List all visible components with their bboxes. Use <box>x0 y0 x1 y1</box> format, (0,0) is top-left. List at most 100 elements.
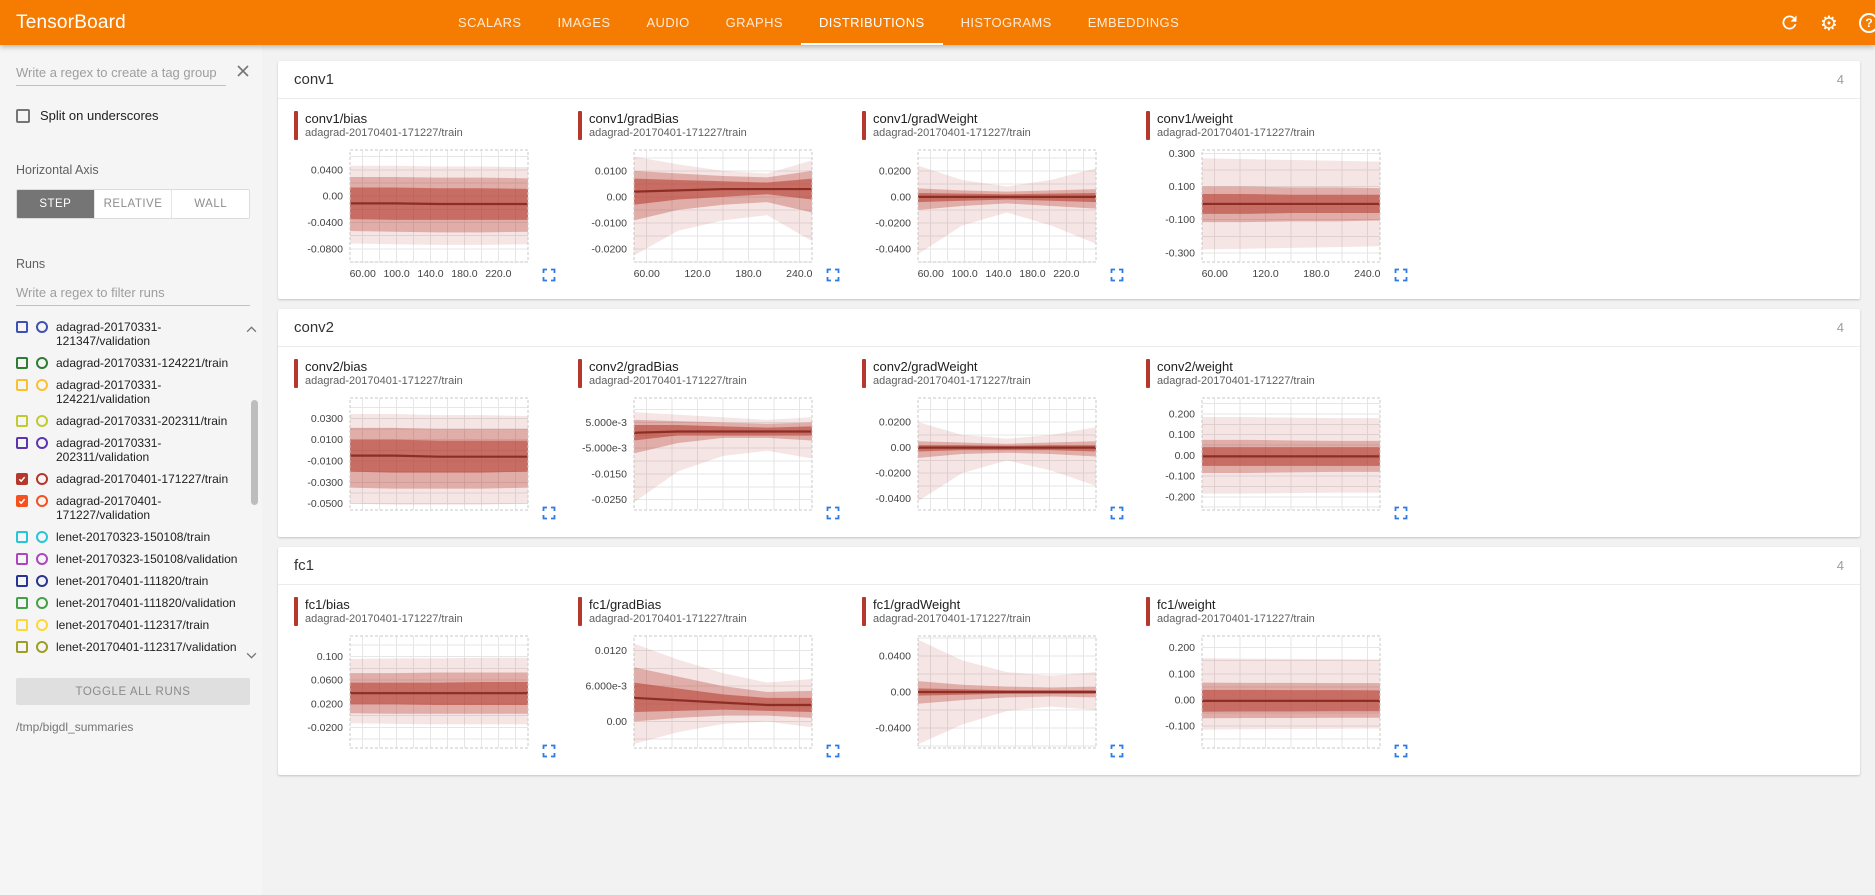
axis-mode-relative[interactable]: RELATIVE <box>94 190 173 218</box>
chart-title-block: fc1/weight adagrad-20170401-171227/train <box>1146 597 1416 626</box>
run-color-bar <box>1146 597 1150 626</box>
run-radio[interactable] <box>36 437 48 449</box>
scroll-down-icon[interactable] <box>246 646 257 664</box>
svg-text:180.0: 180.0 <box>735 268 761 280</box>
charts-row: fc1/bias adagrad-20170401-171227/train 0.1… <box>278 585 1860 775</box>
run-checkbox[interactable] <box>16 437 28 449</box>
run-checkbox[interactable] <box>16 575 28 587</box>
distribution-plot: 5.000e-3 -5.000e-3 -0.0150 -0.0250 <box>582 397 813 511</box>
chart-title-block: conv2/bias adagrad-20170401-171227/train <box>294 359 564 388</box>
expand-chart-button[interactable] <box>1392 742 1410 763</box>
chart-title: conv1/bias <box>305 111 368 126</box>
run-checkbox[interactable] <box>16 379 28 391</box>
run-checkbox[interactable] <box>16 357 28 369</box>
svg-text:0.200: 0.200 <box>1169 642 1195 654</box>
tab-graphs[interactable]: GRAPHS <box>725 15 783 30</box>
svg-text:-5.000e-3: -5.000e-3 <box>582 443 627 455</box>
run-label: adagrad-20170401-171227/validation <box>56 494 162 522</box>
run-checkbox[interactable] <box>16 531 28 543</box>
run-color-bar <box>1146 359 1150 388</box>
expand-chart-button[interactable] <box>824 504 842 525</box>
run-radio[interactable] <box>36 357 48 369</box>
expand-chart-button[interactable] <box>824 742 842 763</box>
section-header[interactable]: conv1 4 <box>278 61 1860 99</box>
section-header[interactable]: fc1 4 <box>278 547 1860 585</box>
chart-title: conv1/weight <box>1157 111 1233 126</box>
runs-scrollbar-thumb[interactable] <box>251 400 258 505</box>
chart-title: conv1/gradBias <box>589 111 679 126</box>
chart-title: fc1/gradBias <box>589 597 662 612</box>
split-underscores-row[interactable]: Split on underscores <box>16 108 252 123</box>
section-card-conv1: conv1 4 conv1/bias adagrad-20170401-171227/… <box>278 61 1860 299</box>
svg-text:-0.0200: -0.0200 <box>875 217 911 229</box>
run-radio[interactable] <box>36 619 48 631</box>
expand-chart-button[interactable] <box>540 504 558 525</box>
run-checkbox[interactable] <box>16 321 28 333</box>
tag-group-regex-input[interactable] <box>16 59 226 86</box>
runs-filter-input[interactable] <box>16 279 250 306</box>
chart-run-label: adagrad-20170401-171227/train <box>1157 127 1315 139</box>
expand-chart-button[interactable] <box>1392 504 1410 525</box>
chart-card: conv2/gradBias adagrad-20170401-171227/tr… <box>578 359 848 525</box>
axis-mode-step[interactable]: STEP <box>17 190 95 218</box>
tab-scalars[interactable]: SCALARS <box>458 15 522 30</box>
run-checkbox[interactable] <box>16 473 28 485</box>
axis-mode-wall[interactable]: WALL <box>172 190 249 218</box>
close-icon[interactable] <box>234 62 252 83</box>
run-checkbox[interactable] <box>16 619 28 631</box>
expand-chart-button[interactable] <box>540 266 558 287</box>
chart-title-block: fc1/gradWeight adagrad-20170401-171227/tr… <box>862 597 1132 626</box>
expand-chart-button[interactable] <box>1392 266 1410 287</box>
run-radio[interactable] <box>36 597 48 609</box>
run-checkbox[interactable] <box>16 597 28 609</box>
svg-text:-0.0200: -0.0200 <box>591 243 627 255</box>
tab-embeddings[interactable]: EMBEDDINGS <box>1087 15 1180 30</box>
checkbox-icon[interactable] <box>16 108 30 123</box>
svg-text:-0.0400: -0.0400 <box>875 243 911 255</box>
help-icon[interactable]: ? <box>1856 10 1875 36</box>
run-radio[interactable] <box>36 473 48 485</box>
run-radio[interactable] <box>36 321 48 333</box>
run-checkbox[interactable] <box>16 553 28 565</box>
expand-chart-button[interactable] <box>1108 504 1126 525</box>
run-radio[interactable] <box>36 553 48 565</box>
svg-text:0.0200: 0.0200 <box>311 698 343 710</box>
chart-run-label: adagrad-20170401-171227/train <box>1157 375 1315 387</box>
settings-gear-icon[interactable]: ⚙ <box>1816 10 1842 36</box>
run-radio[interactable] <box>36 495 48 507</box>
run-radio[interactable] <box>36 379 48 391</box>
run-color-bar <box>578 359 582 388</box>
section-title: conv2 <box>294 319 335 336</box>
run-label: adagrad-20170331-202311/train <box>56 414 228 428</box>
svg-text:-0.0400: -0.0400 <box>307 217 343 229</box>
run-row: lenet-20170401-111820/train <box>16 570 258 592</box>
tab-audio[interactable]: AUDIO <box>646 15 690 30</box>
run-radio[interactable] <box>36 641 48 653</box>
run-radio[interactable] <box>36 575 48 587</box>
toggle-all-runs-button[interactable]: TOGGLE ALL RUNS <box>16 678 250 705</box>
section-header[interactable]: conv2 4 <box>278 309 1860 347</box>
tab-distributions[interactable]: DISTRIBUTIONS <box>800 0 943 45</box>
expand-chart-button[interactable] <box>1108 266 1126 287</box>
section-title: fc1 <box>294 557 315 574</box>
run-checkbox[interactable] <box>16 495 28 507</box>
scroll-up-icon[interactable] <box>246 320 257 338</box>
run-radio[interactable] <box>36 531 48 543</box>
tab-histograms[interactable]: HISTOGRAMS <box>960 15 1052 30</box>
axis-mode-group: STEP RELATIVE WALL <box>16 189 250 219</box>
chart-card: conv1/bias adagrad-20170401-171227/train 0… <box>294 111 564 287</box>
distribution-plot: 0.300 0.100 -0.100 -0.300 60.00 120.0 180.0 240… <box>1165 148 1380 280</box>
svg-text:-0.0500: -0.0500 <box>307 498 343 510</box>
svg-text:240.0: 240.0 <box>786 268 812 280</box>
expand-chart-button[interactable] <box>1108 742 1126 763</box>
expand-chart-button[interactable] <box>824 266 842 287</box>
expand-chart-button[interactable] <box>540 742 558 763</box>
svg-text:120.0: 120.0 <box>684 268 710 280</box>
run-checkbox[interactable] <box>16 641 28 653</box>
run-radio[interactable] <box>36 415 48 427</box>
refresh-icon[interactable] <box>1776 10 1802 36</box>
chart-title: conv2/bias <box>305 359 368 374</box>
chart-title-block: fc1/bias adagrad-20170401-171227/train <box>294 597 564 626</box>
run-checkbox[interactable] <box>16 415 28 427</box>
tab-images[interactable]: IMAGES <box>557 15 611 30</box>
